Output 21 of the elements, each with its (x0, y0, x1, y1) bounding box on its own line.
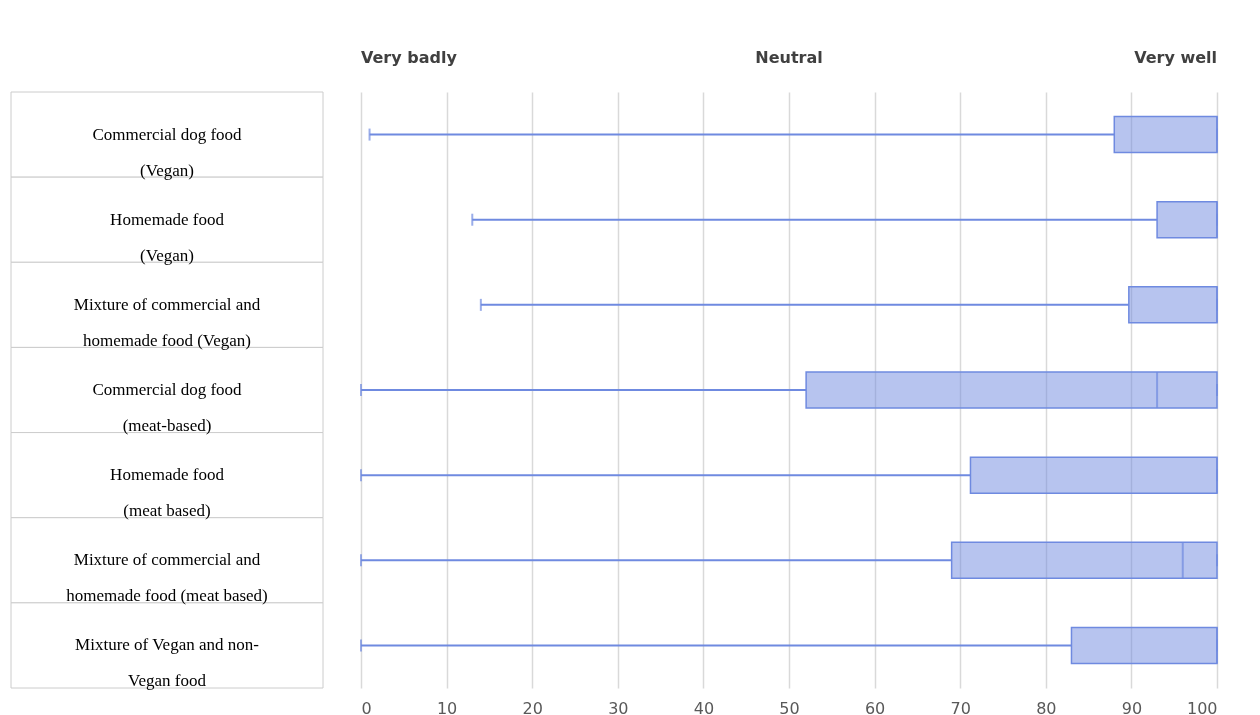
x-tick-label: 100 (1186, 698, 1218, 715)
y-tick-label: Mixture of commercial and homemade food (Vegan) (73, 294, 261, 350)
y-tick-label: Homemade food (meat based) (110, 465, 225, 521)
x-tick-label: 60 (864, 698, 886, 715)
y-tick-label: Homemade food (Vegan) (110, 209, 225, 265)
y-tick-label: Commercial dog food (meat-based) (92, 380, 243, 435)
x-tick-label: 70 (950, 698, 971, 715)
x-tick-label: 40 (693, 698, 715, 715)
x-tick-label: 0 (361, 698, 372, 715)
y-tick-label: Commercial dog food (Vegan) (92, 124, 243, 180)
y-tick-label: Mixture of Vegan and non-Vegan food (75, 635, 260, 691)
x-tick-label: 80 (1036, 698, 1057, 715)
text: Very badly (361, 48, 458, 67)
x-tick-label: 90 (1121, 698, 1143, 715)
x-tick-label: 50 (779, 698, 800, 715)
text: Neutral (755, 48, 823, 67)
x-tick-label: 20 (522, 698, 543, 715)
y-tick-label: Mixture of commercial and homemade food (meat based) (66, 550, 268, 606)
text: Very well (1134, 48, 1217, 67)
x-tick-label: 10 (436, 698, 458, 715)
x-tick-label: 30 (608, 698, 629, 715)
